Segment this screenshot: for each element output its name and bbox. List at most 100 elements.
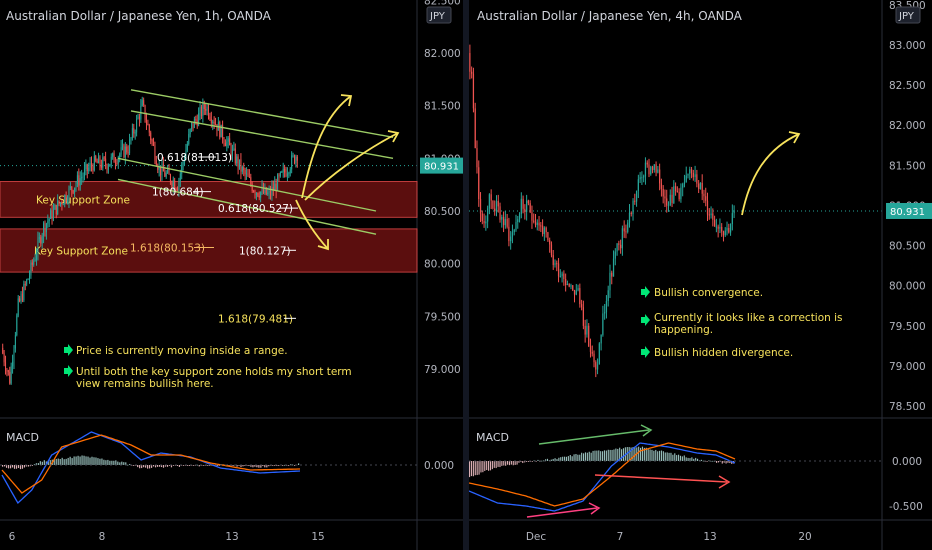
candle-body — [591, 351, 593, 354]
candle-body — [178, 180, 180, 191]
current-price-badge — [886, 202, 932, 219]
macd-histogram-bar — [81, 455, 83, 465]
candle-body — [529, 203, 531, 213]
macd-pane — [469, 424, 882, 518]
candle-body — [130, 138, 132, 140]
candle-body — [265, 187, 267, 195]
candle-body — [692, 172, 694, 178]
candle-body — [522, 198, 524, 209]
x-tick-label: 8 — [99, 531, 106, 543]
macd-label: MACD — [6, 431, 39, 444]
x-tick-label: 6 — [9, 531, 16, 543]
candle-body — [474, 108, 476, 149]
candle-body — [107, 166, 109, 170]
candle-body — [83, 168, 85, 177]
candle-body — [191, 122, 193, 130]
divergence-arrow-head — [718, 475, 731, 489]
candle-body — [659, 169, 661, 184]
candle-body — [10, 366, 12, 384]
macd-histogram-bar — [228, 465, 230, 466]
macd-histogram-bar — [693, 458, 695, 461]
macd-histogram-bar — [188, 465, 190, 466]
candle-body — [102, 157, 104, 168]
chart-panel-1h[interactable]: Key Support Zone Key Support Zone 0.618(8… — [0, 0, 463, 550]
candle-body — [286, 173, 288, 177]
candle-body — [141, 100, 143, 107]
candle-body — [559, 276, 561, 278]
candle-body — [710, 213, 712, 216]
candle-body — [131, 128, 133, 139]
macd-histogram-bar — [206, 465, 208, 466]
macd-histogram-bar — [700, 459, 702, 461]
macd-histogram-bar — [252, 465, 254, 468]
macd-histogram-bar — [545, 459, 547, 461]
note-text: Until both the key support zone holds my… — [76, 366, 352, 378]
macd-histogram-bar — [49, 460, 51, 465]
candle-body — [116, 162, 118, 164]
candle-body — [143, 100, 145, 106]
chart-panel-4h[interactable]: Bullish convergence. Currently it looks l… — [469, 0, 932, 550]
macd-histogram-bar — [630, 447, 632, 461]
macd-histogram-bar — [89, 457, 91, 465]
candle-body — [604, 312, 606, 314]
fib-level-label: 1.618(80.153) — [130, 243, 205, 255]
macd-histogram-bar — [91, 456, 93, 465]
candle-body — [264, 187, 266, 194]
candle-body — [561, 273, 563, 277]
channel-line — [117, 178, 377, 235]
macd-histogram-bar — [493, 461, 495, 468]
macd-histogram-bar — [154, 465, 157, 468]
candle-body — [51, 210, 53, 220]
candle-body — [533, 220, 535, 222]
candle-body — [195, 119, 197, 121]
macd-histogram-bar — [232, 465, 234, 466]
macd-histogram-bar — [113, 460, 115, 465]
macd-histogram-bar — [79, 456, 81, 465]
macd-histogram-bar — [469, 461, 471, 478]
candle-body — [3, 353, 5, 363]
candle-body — [31, 262, 33, 265]
candle-body — [229, 138, 231, 146]
candle-body — [91, 163, 93, 167]
candle-body — [20, 293, 22, 302]
macd-histogram-bar — [53, 459, 55, 465]
candle-body — [694, 174, 696, 178]
candle-body — [267, 192, 269, 195]
candle-body — [655, 164, 657, 173]
macd-histogram-bar — [510, 461, 512, 465]
candle-body — [673, 186, 675, 203]
candle-body — [117, 157, 119, 164]
macd-histogram-bar — [103, 459, 105, 465]
candle-body — [630, 212, 632, 214]
candle-body — [726, 227, 728, 231]
candle-body — [715, 226, 718, 228]
currency-badge[interactable]: JPY — [426, 6, 452, 24]
macd-histogram-bar — [186, 465, 188, 466]
candle-body — [236, 156, 238, 164]
macd-histogram-bar — [95, 457, 97, 465]
candle-body — [486, 208, 489, 222]
chart-4h-svg[interactable]: Bullish convergence. Currently it looks l… — [469, 0, 932, 550]
fib-level-label: 0.618(80.527) — [218, 203, 293, 215]
candle-body — [74, 187, 76, 193]
macd-histogram-bar — [77, 455, 79, 465]
candle-body — [176, 188, 178, 191]
macd-histogram-bar — [476, 461, 478, 476]
y-tick-label: 82.500 — [424, 0, 461, 7]
candle-body — [634, 200, 636, 202]
candle-body — [164, 171, 166, 177]
macd-histogram-bar — [613, 449, 615, 461]
currency-badge[interactable]: JPY — [895, 6, 921, 24]
candle-body — [95, 156, 97, 161]
macd-histogram-bar — [57, 458, 59, 465]
chart-1h-svg[interactable]: Key Support Zone Key Support Zone 0.618(8… — [0, 0, 463, 550]
macd-histogram-bar — [93, 457, 95, 465]
candle-body — [148, 125, 150, 133]
candle-body — [165, 172, 167, 177]
macd-histogram-bar — [717, 461, 720, 463]
macd-histogram-bar — [11, 465, 14, 468]
bullet-arrow-icon — [641, 314, 650, 326]
candle-body — [113, 153, 115, 163]
macd-histogram-bar — [250, 465, 252, 467]
candle-body — [206, 106, 208, 111]
